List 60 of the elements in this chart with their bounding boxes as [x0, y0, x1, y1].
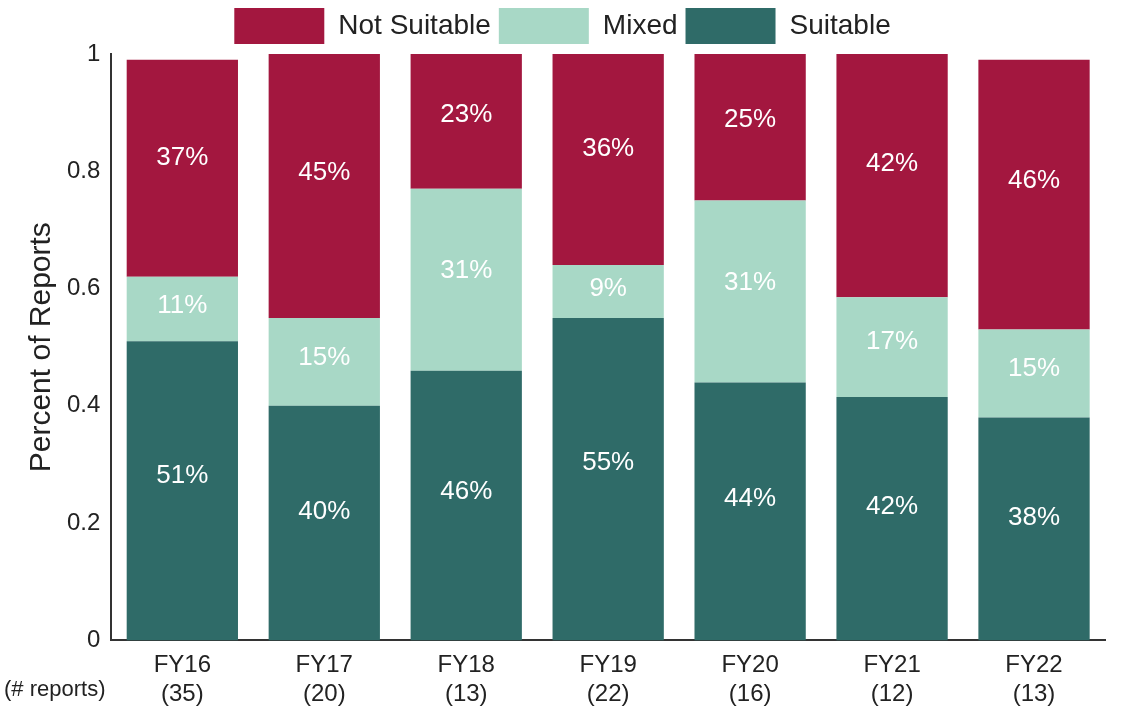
- data-label: 42%: [866, 489, 919, 520]
- data-label: 51%: [156, 459, 209, 490]
- bar: [268, 405, 380, 641]
- data-label: 46%: [1008, 164, 1061, 195]
- data-label: 44%: [724, 481, 777, 512]
- data-label: 9%: [589, 272, 627, 303]
- data-label: 36%: [582, 132, 635, 163]
- x-tick-label: FY20 (16): [721, 650, 779, 707]
- data-label: 15%: [298, 340, 351, 371]
- data-label: 42%: [866, 146, 919, 177]
- bar: [694, 54, 806, 201]
- bar: [410, 370, 522, 641]
- data-label: 23%: [440, 97, 493, 128]
- bar: [836, 397, 948, 641]
- data-label: 55%: [582, 446, 635, 477]
- y-tick-label: 1: [87, 38, 101, 66]
- x-tick-label: FY22 (13): [1005, 650, 1063, 707]
- bar: [552, 265, 664, 318]
- bar: [978, 417, 1090, 641]
- data-label: 11%: [157, 289, 208, 320]
- x-tick-label: FY16 (35): [153, 650, 212, 707]
- x-tick-label: FY21 (12): [863, 650, 921, 707]
- legend-label: Mixed: [602, 8, 678, 40]
- bar: [694, 382, 806, 641]
- data-label: 31%: [724, 265, 777, 296]
- data-label: 38%: [1008, 501, 1061, 532]
- data-label: 45%: [298, 155, 351, 186]
- y-tick-label: 0.2: [66, 507, 101, 535]
- data-label: 31%: [440, 253, 493, 284]
- bar: [126, 276, 238, 342]
- bar: [552, 317, 664, 641]
- bar: [552, 54, 664, 266]
- bar: [410, 54, 522, 189]
- bar: [410, 188, 522, 371]
- x-tick-label: FY17 (20): [295, 650, 353, 707]
- bar: [978, 59, 1090, 330]
- data-label: 40%: [298, 494, 351, 525]
- legend-label: Suitable: [789, 8, 891, 40]
- bar: [694, 200, 806, 383]
- bar: [978, 329, 1090, 418]
- data-label: 25%: [724, 103, 777, 134]
- y-tick-label: 0.6: [66, 273, 101, 301]
- data-label: 46%: [440, 475, 493, 506]
- bar: [836, 297, 948, 398]
- data-label: 37%: [156, 140, 209, 171]
- bar: [836, 54, 948, 298]
- data-label: 17%: [866, 325, 919, 356]
- y-tick-label: 0.4: [66, 390, 101, 418]
- text: (# reports): [4, 676, 106, 702]
- legend-label: Not Suitable: [338, 8, 491, 40]
- x-tick-label: FY19 (22): [579, 650, 637, 707]
- bar: [268, 317, 380, 406]
- y-tick-label: 0: [87, 625, 101, 653]
- bar: [268, 54, 380, 318]
- bar: [126, 59, 238, 277]
- data-label: 15%: [1008, 352, 1061, 383]
- y-tick-label: 0.8: [66, 155, 101, 183]
- y-axis-title: Percent of Reports: [23, 222, 57, 473]
- x-tick-label: FY18 (13): [437, 650, 495, 707]
- bar: [126, 341, 238, 641]
